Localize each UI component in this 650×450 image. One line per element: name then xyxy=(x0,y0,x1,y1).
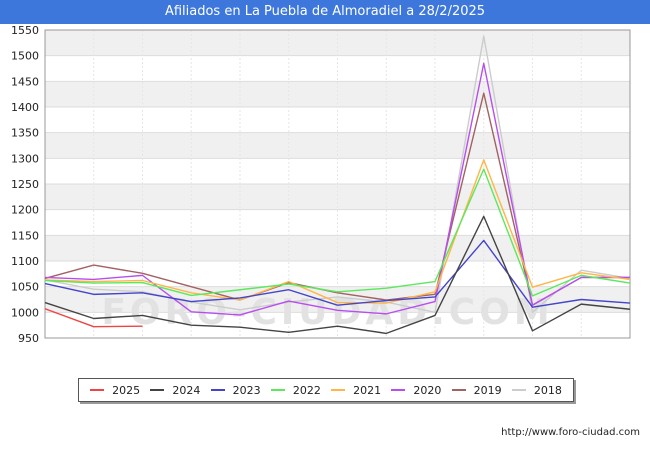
y-tick-label: 1100 xyxy=(11,255,39,268)
legend-swatch xyxy=(451,389,466,391)
legend-item-2022: 2022 xyxy=(270,383,321,397)
y-tick-label: 1050 xyxy=(11,281,39,294)
series-line-2023 xyxy=(44,239,631,308)
legend-item-2018: 2018 xyxy=(511,383,562,397)
legend-label: 2018 xyxy=(533,383,562,397)
legend-item-2024: 2024 xyxy=(150,384,200,397)
series-line-2022 xyxy=(44,168,631,297)
line-chart: 950 1000 1050 1100 1150 1200 1250 1300 1350 1400 1… xyxy=(11,24,631,344)
legend-swatch xyxy=(150,389,165,391)
y-tick-label: 1350 xyxy=(11,127,39,140)
legend-label: 2024 xyxy=(172,383,201,397)
legend-label: 2021 xyxy=(353,383,382,397)
source-link[interactable]: http://www.foro-ciudad.com xyxy=(501,427,640,438)
y-tick-label: 1450 xyxy=(11,75,39,88)
y-tick-label: 1000 xyxy=(11,306,39,319)
series-line-2018 xyxy=(44,35,631,314)
y-tick-label: 950 xyxy=(18,332,39,344)
y-tick-label: 1500 xyxy=(11,50,39,63)
legend-label: 2022 xyxy=(292,383,321,397)
legend-swatch xyxy=(90,389,105,391)
series-line-2025 xyxy=(44,308,143,328)
legend-label: 2020 xyxy=(413,383,442,397)
y-tick-label: 1550 xyxy=(11,24,39,37)
y-tick-label: 1300 xyxy=(11,152,39,165)
plot-border xyxy=(44,29,631,339)
legend-swatch xyxy=(210,389,225,391)
y-tick-label: 1250 xyxy=(11,178,39,191)
legend-item-2023: 2023 xyxy=(210,383,261,397)
legend-item-2025: 2025 xyxy=(90,384,140,397)
legend-swatch xyxy=(511,389,526,391)
legend-item-2019: 2019 xyxy=(451,383,502,397)
y-tick-label: 1150 xyxy=(11,229,39,242)
legend-swatch xyxy=(270,389,285,391)
legend-swatch xyxy=(331,389,346,391)
legend-label: 2025 xyxy=(112,383,141,397)
legend-label: 2023 xyxy=(232,383,261,397)
chart-title: Afiliados en La Puebla de Almoradiel a 2… xyxy=(0,0,650,24)
legend-item-2020: 2020 xyxy=(391,384,441,397)
legend-item-2021: 2021 xyxy=(331,384,381,397)
chart-legend: 2025 2024 2023 2022 2021 2020 2019 2018 xyxy=(78,378,574,402)
legend-label: 2019 xyxy=(473,383,502,397)
y-tick-label: 1400 xyxy=(11,101,39,114)
series-line-2021 xyxy=(44,159,631,304)
series-line-2024 xyxy=(44,215,631,335)
y-tick-label: 1200 xyxy=(11,204,39,217)
legend-swatch xyxy=(391,389,406,391)
grid-band xyxy=(45,184,630,210)
series-line-2020 xyxy=(44,62,630,316)
